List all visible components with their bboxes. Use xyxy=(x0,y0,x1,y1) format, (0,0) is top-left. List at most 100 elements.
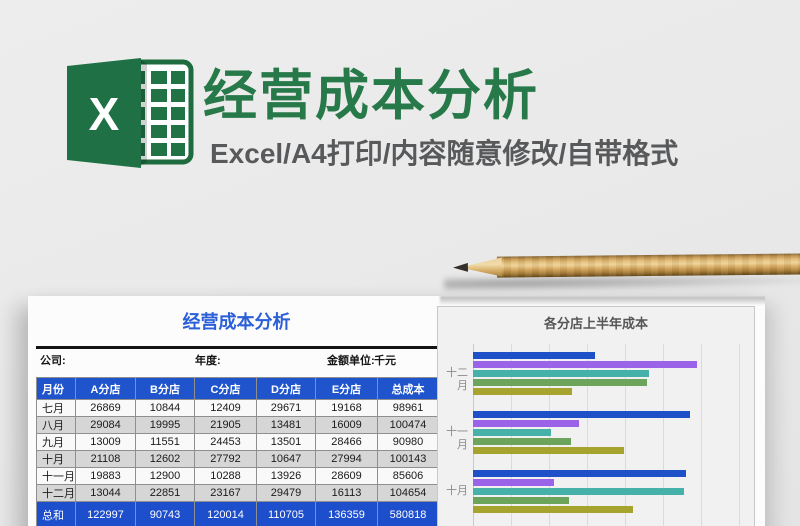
table-cell: 21905 xyxy=(194,416,257,434)
sheet-title: 经营成本分析 xyxy=(182,312,291,332)
table-cell: 29084 xyxy=(75,416,136,434)
table-cell: 85606 xyxy=(377,467,439,485)
chart-bar-E分店 xyxy=(473,411,690,418)
pencil-shadow xyxy=(444,273,800,292)
table-cell: 11551 xyxy=(135,433,195,451)
table-row: 十一月 19883 12900 10288 13926 28609 85606 xyxy=(36,467,439,485)
table-cell: 27994 xyxy=(315,450,378,468)
table-total-cell: 120014 xyxy=(194,501,257,526)
table-cell: 100143 xyxy=(377,450,439,468)
pencil-body xyxy=(496,253,800,278)
table-header-cell: C分店 xyxy=(194,377,257,400)
table-cell: 十一月 xyxy=(36,467,76,485)
chart-bar-A分店 xyxy=(473,506,633,513)
chart-bar-B分店 xyxy=(473,438,571,445)
pencil-cast-shadow xyxy=(440,296,765,305)
table-total-cell: 110705 xyxy=(256,501,316,526)
table-header-row: 月份 A分店 B分店 C分店 D分店 E分店 总成本 xyxy=(36,377,439,400)
table-header-cell: E分店 xyxy=(315,377,378,400)
chart-bar-A分店 xyxy=(473,447,624,454)
chart-title: 各分店上半年成本 xyxy=(543,316,648,331)
chart-bar-group xyxy=(473,411,690,454)
table-row: 七月 26869 10844 12409 29671 19168 98961 xyxy=(36,399,439,417)
meta-unit-value: 千元 xyxy=(374,355,396,367)
table-cell: 十月 xyxy=(36,450,76,468)
sheet-title-underline xyxy=(36,346,437,349)
table-cell: 12602 xyxy=(135,450,195,468)
table-header-cell: 总成本 xyxy=(377,377,439,400)
table-cell: 22851 xyxy=(135,484,195,502)
table-cell: 13926 xyxy=(256,467,316,485)
chart-category-label: 十一月 xyxy=(446,426,468,451)
table-cell: 12900 xyxy=(135,467,195,485)
excel-logo-icon: X xyxy=(67,58,194,168)
table-cell: 10844 xyxy=(135,399,195,417)
table-cell: 23167 xyxy=(194,484,257,502)
table-header-cell: D分店 xyxy=(256,377,316,400)
table-cell: 104654 xyxy=(377,484,439,502)
chart-gridline xyxy=(701,344,702,526)
table-cell: 21108 xyxy=(75,450,136,468)
table-cell: 29671 xyxy=(256,399,316,417)
meta-unit-label: 金额单位: xyxy=(327,355,375,367)
table-total-cell: 580818 xyxy=(377,501,439,526)
chart-bar-D分店 xyxy=(473,479,554,486)
table-total-cell: 90743 xyxy=(135,501,195,526)
table-cell: 16113 xyxy=(315,484,378,502)
table-row: 八月 29084 19995 21905 13481 16009 100474 xyxy=(36,416,439,434)
table-row: 十月 21108 12602 27792 10647 27994 100143 xyxy=(36,450,439,468)
chart-bar-B分店 xyxy=(473,497,569,504)
chart-category-label: 十二月 xyxy=(446,367,468,392)
hero-title: 经营成本分析 xyxy=(203,66,539,126)
table-total-cell: 总和 xyxy=(36,501,76,526)
table-row: 九月 13009 11551 24453 13501 28466 90980 xyxy=(36,433,439,451)
table-cell: 16009 xyxy=(315,416,378,434)
table-cell: 100474 xyxy=(377,416,439,434)
pencil-graphite-tip xyxy=(453,263,468,272)
table-cell: 27792 xyxy=(194,450,257,468)
chart-bar-C分店 xyxy=(473,429,551,436)
table-header-cell: 月份 xyxy=(36,377,76,400)
chart-bar-group xyxy=(473,352,697,395)
table-total-cell: 136359 xyxy=(315,501,378,526)
meta-company-label: 公司: xyxy=(40,355,66,367)
table-total-row: 总和 122997 90743 120014 110705 136359 580818 xyxy=(36,501,439,526)
table-cell: 十二月 xyxy=(36,484,76,502)
table-cell: 19168 xyxy=(315,399,378,417)
chart-panel: 各分店上半年成本 十二月十一月十月 xyxy=(437,306,755,526)
table-cell: 98961 xyxy=(377,399,439,417)
spreadsheet-paper: 经营成本分析 公司: 年度: 金额单位: 千元 月份 A分店 B分店 C分店 D分店 E分… xyxy=(28,296,765,526)
table-cell: 19995 xyxy=(135,416,195,434)
chart-bar-E分店 xyxy=(473,470,686,477)
table-header-cell: A分店 xyxy=(75,377,136,400)
table-cell: 24453 xyxy=(194,433,257,451)
table-total-cell: 122997 xyxy=(75,501,136,526)
chart-category-label: 十月 xyxy=(446,485,468,497)
table-cell: 13501 xyxy=(256,433,316,451)
chart-bar-B分店 xyxy=(473,379,647,386)
cost-table: 月份 A分店 B分店 C分店 D分店 E分店 总成本 七月 26869 10844 12409 296… xyxy=(36,377,439,526)
table-cell: 26869 xyxy=(75,399,136,417)
chart-bar-C分店 xyxy=(473,370,649,377)
table-cell: 八月 xyxy=(36,416,76,434)
chart-gridline xyxy=(587,344,588,526)
table-cell: 19883 xyxy=(75,467,136,485)
excel-logo-letter: X xyxy=(89,88,120,140)
chart-gridline xyxy=(739,344,740,526)
table-cell: 九月 xyxy=(36,433,76,451)
chart-bar-E分店 xyxy=(473,352,595,359)
hero-subtitle: Excel/A4打印/内容随意修改/自带格式 xyxy=(210,138,679,169)
table-cell: 28609 xyxy=(315,467,378,485)
meta-year-label: 年度: xyxy=(195,355,221,367)
chart-gridline xyxy=(663,344,664,526)
pencil-wood-cone xyxy=(460,258,502,277)
table-cell: 13044 xyxy=(75,484,136,502)
table-cell: 13481 xyxy=(256,416,316,434)
chart-bar-D分店 xyxy=(473,420,579,427)
chart-gridline xyxy=(625,344,626,526)
chart-bar-group xyxy=(473,470,686,513)
table-row: 十二月 13044 22851 23167 29479 16113 104654 xyxy=(36,484,439,502)
chart-bar-A分店 xyxy=(473,388,572,395)
table-cell: 13009 xyxy=(75,433,136,451)
